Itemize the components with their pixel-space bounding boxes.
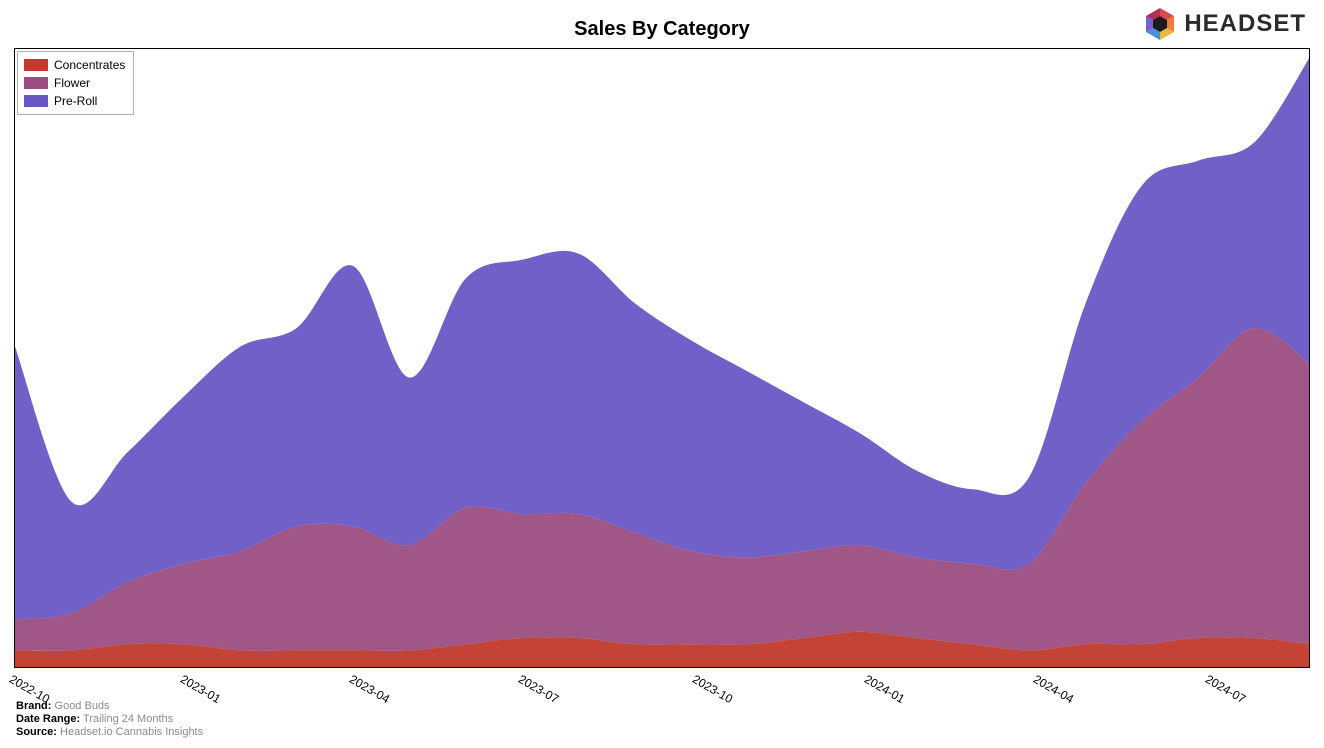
footer-source-value: Headset.io Cannabis Insights bbox=[60, 726, 203, 738]
brand-logo-text: HEADSET bbox=[1184, 10, 1306, 38]
legend-swatch bbox=[24, 77, 48, 89]
x-tick-label: 2024-01 bbox=[862, 672, 907, 706]
x-tick-label: 2023-04 bbox=[347, 672, 392, 706]
chart-plot-area: ConcentratesFlowerPre-Roll bbox=[14, 48, 1310, 668]
legend-label: Pre-Roll bbox=[54, 92, 97, 110]
legend-item: Concentrates bbox=[24, 56, 125, 74]
footer-daterange-value: Trailing 24 Months bbox=[83, 713, 173, 725]
brand-logo: HEADSET bbox=[1142, 6, 1306, 42]
headset-logo-icon bbox=[1142, 6, 1178, 42]
footer-daterange-key: Date Range: bbox=[16, 713, 80, 725]
x-tick-label: 2023-07 bbox=[516, 672, 561, 706]
x-tick-label: 2023-10 bbox=[690, 672, 735, 706]
x-tick-label: 2024-07 bbox=[1203, 672, 1248, 706]
page-root: Sales By Category HEADSET ConcentratesFl… bbox=[0, 0, 1324, 748]
chart-footer: Brand: Good Buds Date Range: Trailing 24… bbox=[16, 700, 203, 739]
footer-source-key: Source: bbox=[16, 726, 57, 738]
legend-swatch bbox=[24, 59, 48, 71]
legend-swatch bbox=[24, 95, 48, 107]
chart-legend: ConcentratesFlowerPre-Roll bbox=[17, 51, 134, 115]
chart-title: Sales By Category bbox=[0, 18, 1324, 41]
legend-item: Pre-Roll bbox=[24, 92, 125, 110]
legend-item: Flower bbox=[24, 74, 125, 92]
footer-brand-value: Good Buds bbox=[55, 700, 110, 712]
legend-label: Flower bbox=[54, 74, 90, 92]
footer-brand-key: Brand: bbox=[16, 700, 51, 712]
stacked-area-svg bbox=[15, 49, 1310, 668]
legend-label: Concentrates bbox=[54, 56, 125, 74]
x-tick-label: 2024-04 bbox=[1031, 672, 1076, 706]
